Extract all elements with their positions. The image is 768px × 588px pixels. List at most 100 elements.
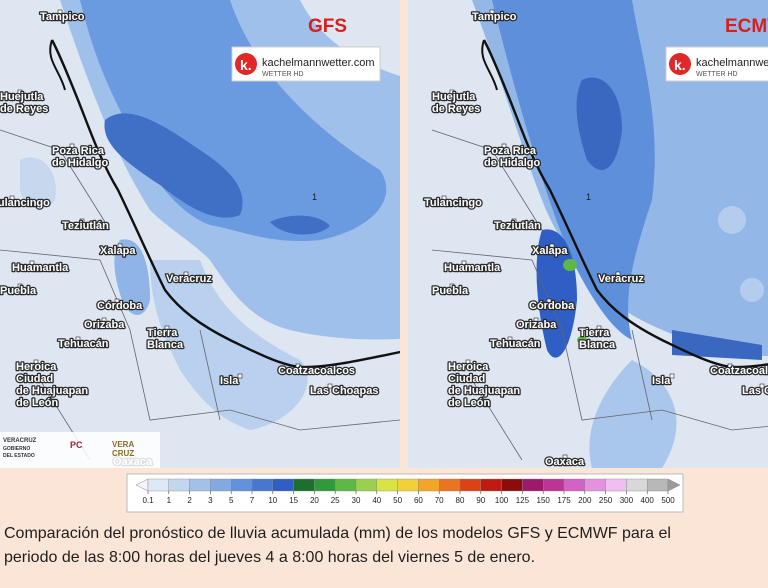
place-marker xyxy=(546,298,552,304)
place-label: Teziutlán xyxy=(494,220,541,232)
colorbar-cell xyxy=(168,478,190,492)
place-label: de Reyes xyxy=(0,103,48,115)
place-label: Isla xyxy=(652,375,671,387)
place-label: Poza Rica xyxy=(52,145,105,157)
place-label: de León xyxy=(448,397,490,409)
colorbar-label: 1 xyxy=(167,496,172,505)
colorbar-label: 0.1 xyxy=(142,496,154,505)
place-label: Tierra xyxy=(147,327,178,339)
colorbar-cell xyxy=(439,478,461,492)
colorbar-cell xyxy=(647,478,669,492)
place-marker xyxy=(449,89,455,95)
panel-overlay: ECMWF k. kachelmannwetter.com WETTER HD 1 xyxy=(586,16,768,202)
place-marker xyxy=(9,195,15,201)
colorbar-cell xyxy=(563,478,585,492)
colorbar-cell xyxy=(335,478,357,492)
place-label: Teziutlán xyxy=(62,220,109,232)
place-label: Poza Rica xyxy=(484,145,537,157)
place-marker xyxy=(507,336,513,342)
place-label: Ciudad xyxy=(16,373,53,385)
sponsor-text: VERA xyxy=(112,440,134,449)
place-label: Huejutla xyxy=(432,91,476,103)
colorbar-cell xyxy=(189,478,211,492)
place-marker xyxy=(117,243,123,249)
colorbar-cell xyxy=(251,478,273,492)
place-label: Córdoba xyxy=(97,300,143,312)
place-marker xyxy=(17,283,23,289)
colorbar-cell xyxy=(459,478,481,492)
colorbar-label: 30 xyxy=(352,496,361,505)
place-label: Tulancingo xyxy=(424,197,482,209)
place-label: Córdoba xyxy=(529,300,575,312)
colorbar-label: 70 xyxy=(435,496,444,505)
place-label: Coatzacoalcos xyxy=(710,365,768,377)
colorbar-label: 60 xyxy=(414,496,423,505)
colorbar-cell xyxy=(480,478,502,492)
colorbar-cell xyxy=(543,478,565,492)
place-label: Huejutla xyxy=(0,91,44,103)
colorbar-label: 150 xyxy=(537,496,551,505)
contour-label: 1 xyxy=(586,192,591,202)
place-label: Tehuacán xyxy=(58,338,109,350)
colorbar-label: 90 xyxy=(476,496,485,505)
colorbar-cell xyxy=(272,478,294,492)
place-label: Puebla xyxy=(0,285,37,297)
place-label: Las Choapas xyxy=(742,385,768,397)
colorbar-cell xyxy=(501,478,523,492)
logo-subtext: WETTER HD xyxy=(262,71,304,78)
place-marker xyxy=(461,260,467,266)
colorbar-label: 300 xyxy=(620,496,634,505)
place-marker xyxy=(596,325,602,331)
place-label: Puebla xyxy=(432,285,469,297)
colorbar-cell xyxy=(522,478,544,492)
place-marker xyxy=(79,218,85,224)
place-marker xyxy=(759,383,765,389)
place-label: Xalapa xyxy=(100,245,136,257)
colorbar-label: 20 xyxy=(310,496,319,505)
place-label: Huamantla xyxy=(12,262,69,274)
place-label: Blanca xyxy=(579,339,616,351)
logo-text: kachelmannwetter.com xyxy=(262,57,375,69)
place-marker xyxy=(75,336,81,342)
place-marker xyxy=(489,9,495,15)
place-label: Tampico xyxy=(40,11,85,23)
colorbar-label: 80 xyxy=(456,496,465,505)
place-label: Heroica xyxy=(16,361,57,373)
colorbar-cell xyxy=(605,478,627,492)
colorbar-label: 400 xyxy=(641,496,655,505)
colorbar-label: 175 xyxy=(557,496,571,505)
place-marker xyxy=(615,271,621,277)
colorbar-label: 50 xyxy=(393,496,402,505)
place-label: de Hidalgo xyxy=(484,157,541,169)
place-marker xyxy=(327,383,333,389)
place-label: Tampico xyxy=(472,11,517,23)
place-label: de Reyes xyxy=(432,103,480,115)
colorbar-cell xyxy=(355,478,377,492)
colorbar-label: 5 xyxy=(229,496,234,505)
place-label: Oaxaca xyxy=(545,456,585,468)
place-label: de Hidalgo xyxy=(52,157,109,169)
place-marker xyxy=(449,283,455,289)
colorbar-label: 125 xyxy=(516,496,530,505)
panel-overlay: GFS k. kachelmannwetter.com WETTER HD 1 xyxy=(231,16,381,202)
sponsor-text: CRUZ xyxy=(112,449,134,458)
place-marker xyxy=(29,260,35,266)
caption-line: Comparación del pronóstico de lluvia acu… xyxy=(4,525,671,542)
colorbar-cell xyxy=(147,478,169,492)
model-title: ECMWF xyxy=(725,16,768,37)
colorbar-label: 250 xyxy=(599,496,613,505)
place-marker xyxy=(57,9,63,15)
colorbar-label: 40 xyxy=(372,496,381,505)
place-label: Tierra xyxy=(579,327,610,339)
place-marker xyxy=(669,373,675,379)
logo-k: k. xyxy=(240,57,252,73)
colorbar-cell xyxy=(397,478,419,492)
logo-icon xyxy=(235,53,257,75)
sponsor-text: DEL ESTADO xyxy=(3,453,35,459)
colorbar-label: 500 xyxy=(661,496,675,505)
place-label: Isla xyxy=(220,375,239,387)
place-marker xyxy=(69,143,75,149)
place-label: Orizaba xyxy=(84,319,125,331)
